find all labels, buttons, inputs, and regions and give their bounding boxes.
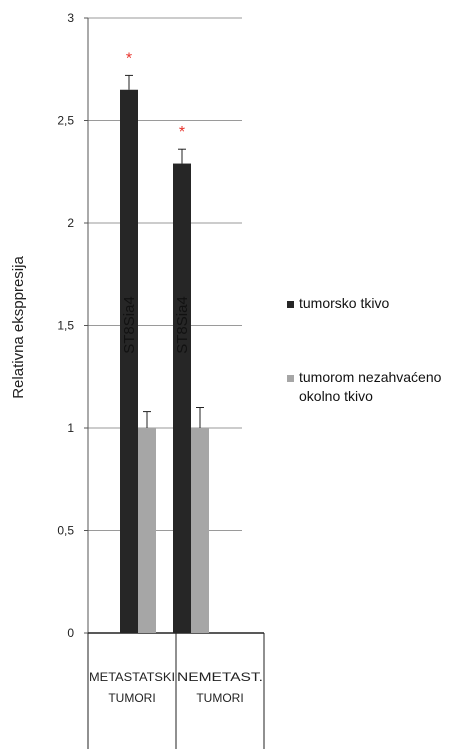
y-tick-label: 2 [67,216,74,230]
y-tick-label: 1,5 [57,319,74,333]
category-label-line2: TUMORI [196,691,243,705]
y-tick-label: 1 [67,421,74,435]
legend-swatch [287,301,294,308]
y-tick-label: 0 [67,626,74,640]
group-label: ST8Sia4 [121,296,138,354]
category-label-line1: METASTATSKI [89,670,175,684]
legend-swatch [287,375,294,382]
bar [191,428,209,633]
bar [138,428,156,633]
bar [173,163,191,634]
group-label: ST8Sia4 [174,296,191,354]
category-label-line2: TUMORI [108,691,155,705]
bar [120,89,138,633]
y-axis-label: Relativna eksppresija [10,256,27,399]
legend-label: tumorsko tkivo [299,295,389,311]
y-tick-label: 3 [67,11,74,25]
legend-label: okolno tkivo [299,388,373,404]
legend-label: tumorom nezahvaćeno [299,369,442,385]
y-tick-label: 0,5 [57,524,74,538]
significance-marker: * [179,124,185,141]
significance-marker: * [126,50,132,67]
y-tick-label: 2,5 [57,114,74,128]
category-label-line1: NEMETAST. [177,670,263,684]
